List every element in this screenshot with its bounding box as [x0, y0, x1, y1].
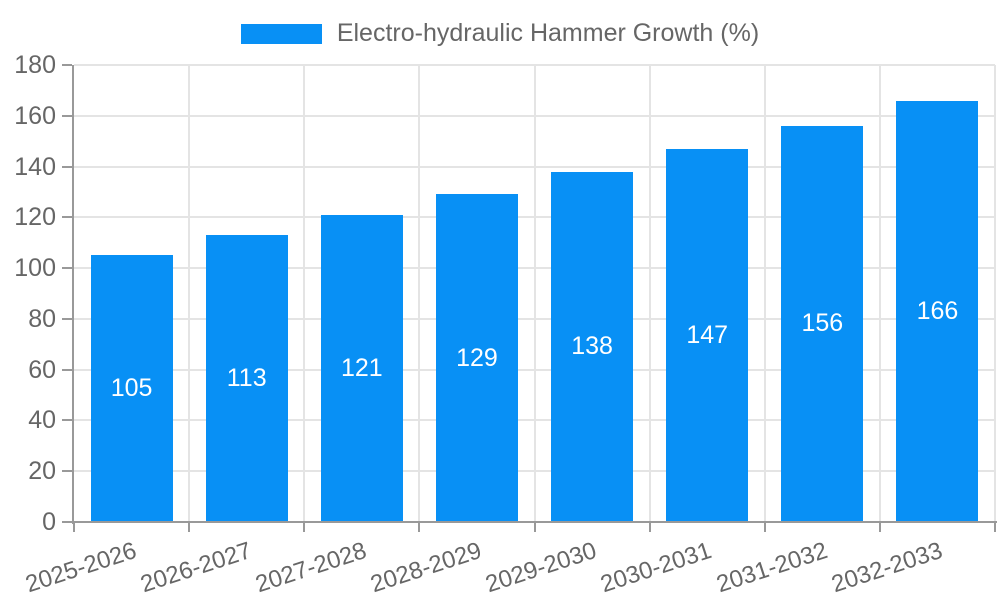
bar-value-label: 129	[456, 343, 498, 372]
x-gridline	[303, 65, 306, 522]
y-axis-tick	[62, 114, 72, 117]
bar[interactable]: 166	[896, 100, 979, 522]
x-axis-tick	[878, 522, 881, 532]
x-axis-tick-label: 2026-2027	[137, 537, 255, 599]
legend-label: Electro-hydraulic Hammer Growth (%)	[336, 19, 760, 47]
y-axis-tick-label: 20	[28, 457, 56, 486]
bar-value-label: 138	[571, 332, 613, 361]
y-axis-tick	[62, 64, 72, 66]
y-axis-line	[72, 65, 74, 524]
bar[interactable]: 121	[320, 214, 403, 522]
x-axis-tick-label: 2027-2028	[252, 537, 370, 599]
x-gridline	[648, 65, 651, 522]
x-gridline	[533, 65, 536, 522]
x-axis-tick-label: 2025-2026	[22, 537, 140, 599]
x-axis-line	[74, 521, 997, 523]
y-axis-tick-label: 100	[14, 254, 56, 283]
y-axis-tick	[62, 368, 72, 371]
x-axis-tick	[73, 522, 75, 532]
y-axis-tick-label: 80	[28, 304, 56, 333]
x-gridline	[994, 65, 996, 522]
bar-value-label: 113	[226, 364, 267, 393]
y-axis-tick-label: 160	[14, 101, 56, 130]
x-gridline	[878, 65, 881, 522]
x-axis-tick-label: 2029-2030	[482, 537, 601, 599]
y-axis-tick-label: 180	[14, 51, 56, 79]
bar[interactable]: 147	[666, 148, 749, 522]
x-axis-tick	[994, 522, 996, 532]
y-axis-tick-label: 60	[28, 355, 56, 384]
x-gridline	[763, 65, 766, 522]
bar[interactable]: 129	[435, 194, 518, 522]
bar[interactable]: 138	[551, 171, 634, 522]
legend-item[interactable]: Electro-hydraulic Hammer Growth (%)	[0, 21, 1000, 46]
y-axis-tick	[62, 267, 72, 270]
bar[interactable]: 113	[205, 235, 288, 522]
x-axis-tick	[188, 522, 191, 532]
x-gridline	[418, 65, 421, 522]
x-axis-tick-label: 2030-2031	[597, 537, 716, 599]
legend-swatch-icon	[240, 23, 322, 44]
bar[interactable]: 156	[781, 125, 864, 522]
x-axis-tick	[648, 522, 651, 532]
y-axis-tick	[62, 165, 72, 168]
x-axis-tick	[303, 522, 306, 532]
x-gridline	[188, 65, 191, 522]
y-axis-tick-label: 0	[42, 508, 56, 536]
x-axis-tick-label: 2031-2032	[712, 537, 831, 599]
x-axis-tick	[533, 522, 536, 532]
bar-value-label: 105	[110, 374, 153, 403]
y-axis-tick	[62, 521, 72, 523]
y-axis-tick-label: 140	[14, 152, 56, 181]
bar-value-label: 147	[686, 320, 729, 349]
y-axis-tick	[62, 419, 72, 422]
x-axis-tick-label: 2028-2029	[367, 537, 485, 599]
x-axis-tick	[763, 522, 766, 532]
y-axis-tick-label: 120	[14, 203, 56, 232]
bar[interactable]: 105	[90, 255, 173, 522]
y-axis-tick-label: 40	[28, 406, 56, 435]
x-axis-tick	[418, 522, 421, 532]
y-axis-tick	[62, 216, 72, 219]
y-axis-tick	[62, 470, 72, 473]
y-axis-tick	[62, 317, 72, 320]
bar-value-label: 121	[340, 353, 383, 382]
bar-value-label: 156	[801, 309, 844, 338]
x-axis-tick-label: 2032-2033	[827, 537, 946, 599]
bar-value-label: 166	[916, 296, 959, 325]
